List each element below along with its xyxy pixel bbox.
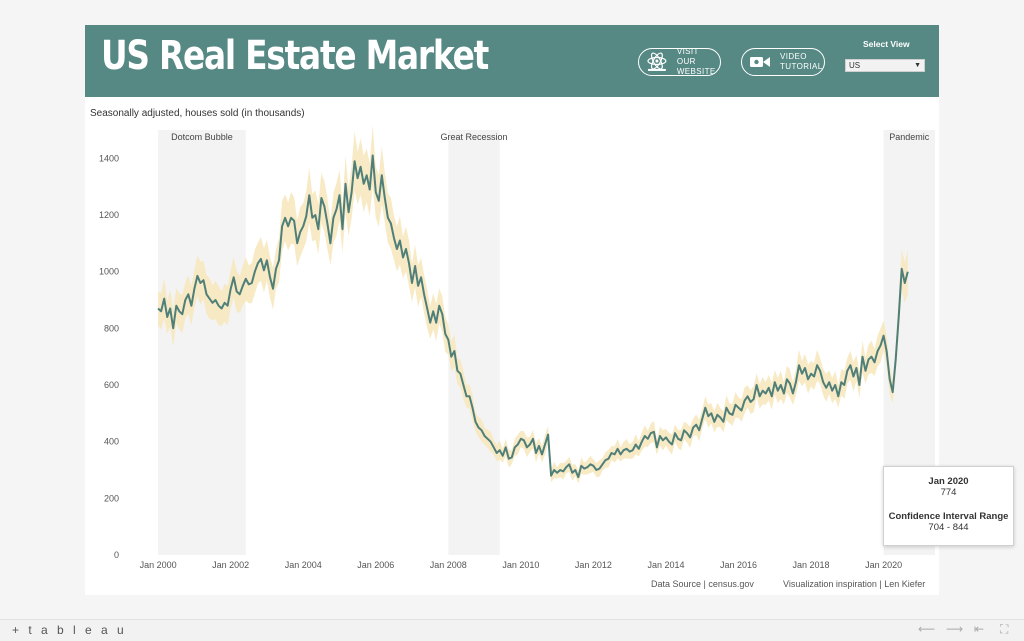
event-shade-0	[158, 130, 246, 555]
data-source-text: Data Source | census.gov	[651, 579, 754, 589]
y-tick-label-7: 1400	[99, 153, 119, 163]
view-select-value: US	[849, 61, 861, 70]
redo-icon[interactable]: ⟶	[946, 622, 964, 636]
x-tick-label-7: Jan 2014	[647, 560, 684, 570]
revert-icon[interactable]: ⇤	[974, 622, 985, 636]
houses-sold-line	[157, 154, 909, 479]
y-tick-label-4: 800	[104, 323, 119, 333]
view-select-dropdown[interactable]: US ▼	[845, 59, 925, 72]
tableau-logo: + t a b l e a u	[12, 623, 127, 637]
dropdown-arrow-icon: ▼	[914, 62, 921, 69]
event-label-2: Pandemic	[889, 132, 930, 142]
x-tick-label-8: Jan 2016	[720, 560, 757, 570]
tooltip-value: 774	[940, 487, 957, 498]
y-tick-label-5: 1000	[99, 267, 119, 277]
website-label-line1: VISIT OUR	[676, 47, 699, 66]
website-label-line2: WEBSITE	[676, 67, 716, 76]
x-tick-label-6: Jan 2012	[575, 560, 612, 570]
x-tick-label-2: Jan 2004	[285, 560, 322, 570]
x-tick-label-1: Jan 2002	[212, 560, 249, 570]
house-sales-chart[interactable]: Dotcom Bubble Great Recession Pandemic 0 200…	[85, 25, 939, 595]
undo-icon[interactable]: ⟵	[918, 622, 936, 636]
data-tooltip: Jan 2020 774 Confidence Interval Range 7…	[883, 466, 1014, 546]
fullscreen-icon[interactable]: ⛶	[1000, 622, 1009, 636]
event-label-1: Great Recession	[440, 132, 507, 142]
x-tick-label-9: Jan 2018	[793, 560, 830, 570]
video-label-line1: VIDEO	[780, 52, 807, 61]
y-tick-label-2: 400	[104, 437, 119, 447]
video-label-line2: TUTORIAL	[780, 62, 823, 71]
x-tick-label-0: Jan 2000	[140, 560, 177, 570]
tableau-toolbar: + t a b l e a u ⟵ ⟶ ⇤ ⛶	[0, 619, 1024, 641]
x-tick-label-4: Jan 2008	[430, 560, 467, 570]
x-tick-label-5: Jan 2010	[502, 560, 539, 570]
y-tick-label-0: 0	[114, 550, 119, 560]
event-label-0: Dotcom Bubble	[171, 132, 233, 142]
dashboard: US Real Estate Market VISIT OUR WEBSITE	[85, 25, 939, 595]
x-tick-label-3: Jan 2006	[357, 560, 394, 570]
video-camera-icon	[750, 57, 770, 67]
y-tick-label-6: 1200	[99, 210, 119, 220]
y-tick-label-1: 200	[104, 493, 119, 503]
x-tick-label-10: Jan 2020	[865, 560, 902, 570]
tooltip-ci-label: Confidence Interval Range	[888, 511, 1009, 522]
dashboard-title: US Real Estate Market	[101, 33, 489, 79]
y-tick-label-3: 600	[104, 380, 119, 390]
event-shade-1	[448, 130, 500, 555]
inspiration-credit: Visualization inspiration | Len Kiefer	[783, 579, 926, 589]
tooltip-ci-range: 704 - 844	[928, 522, 969, 533]
confidence-band	[158, 125, 908, 484]
chart-subtitle: Seasonally adjusted, houses sold (in tho…	[90, 108, 305, 119]
tooltip-date: Jan 2020	[928, 476, 969, 487]
visit-website-button[interactable]: VISIT OUR WEBSITE	[638, 47, 721, 76]
select-view-label: Select View	[863, 39, 910, 49]
header-banner: US Real Estate Market VISIT OUR WEBSITE	[85, 25, 939, 97]
video-tutorial-button[interactable]: VIDEO TUTORIAL	[741, 48, 825, 76]
atom-icon	[647, 52, 667, 71]
